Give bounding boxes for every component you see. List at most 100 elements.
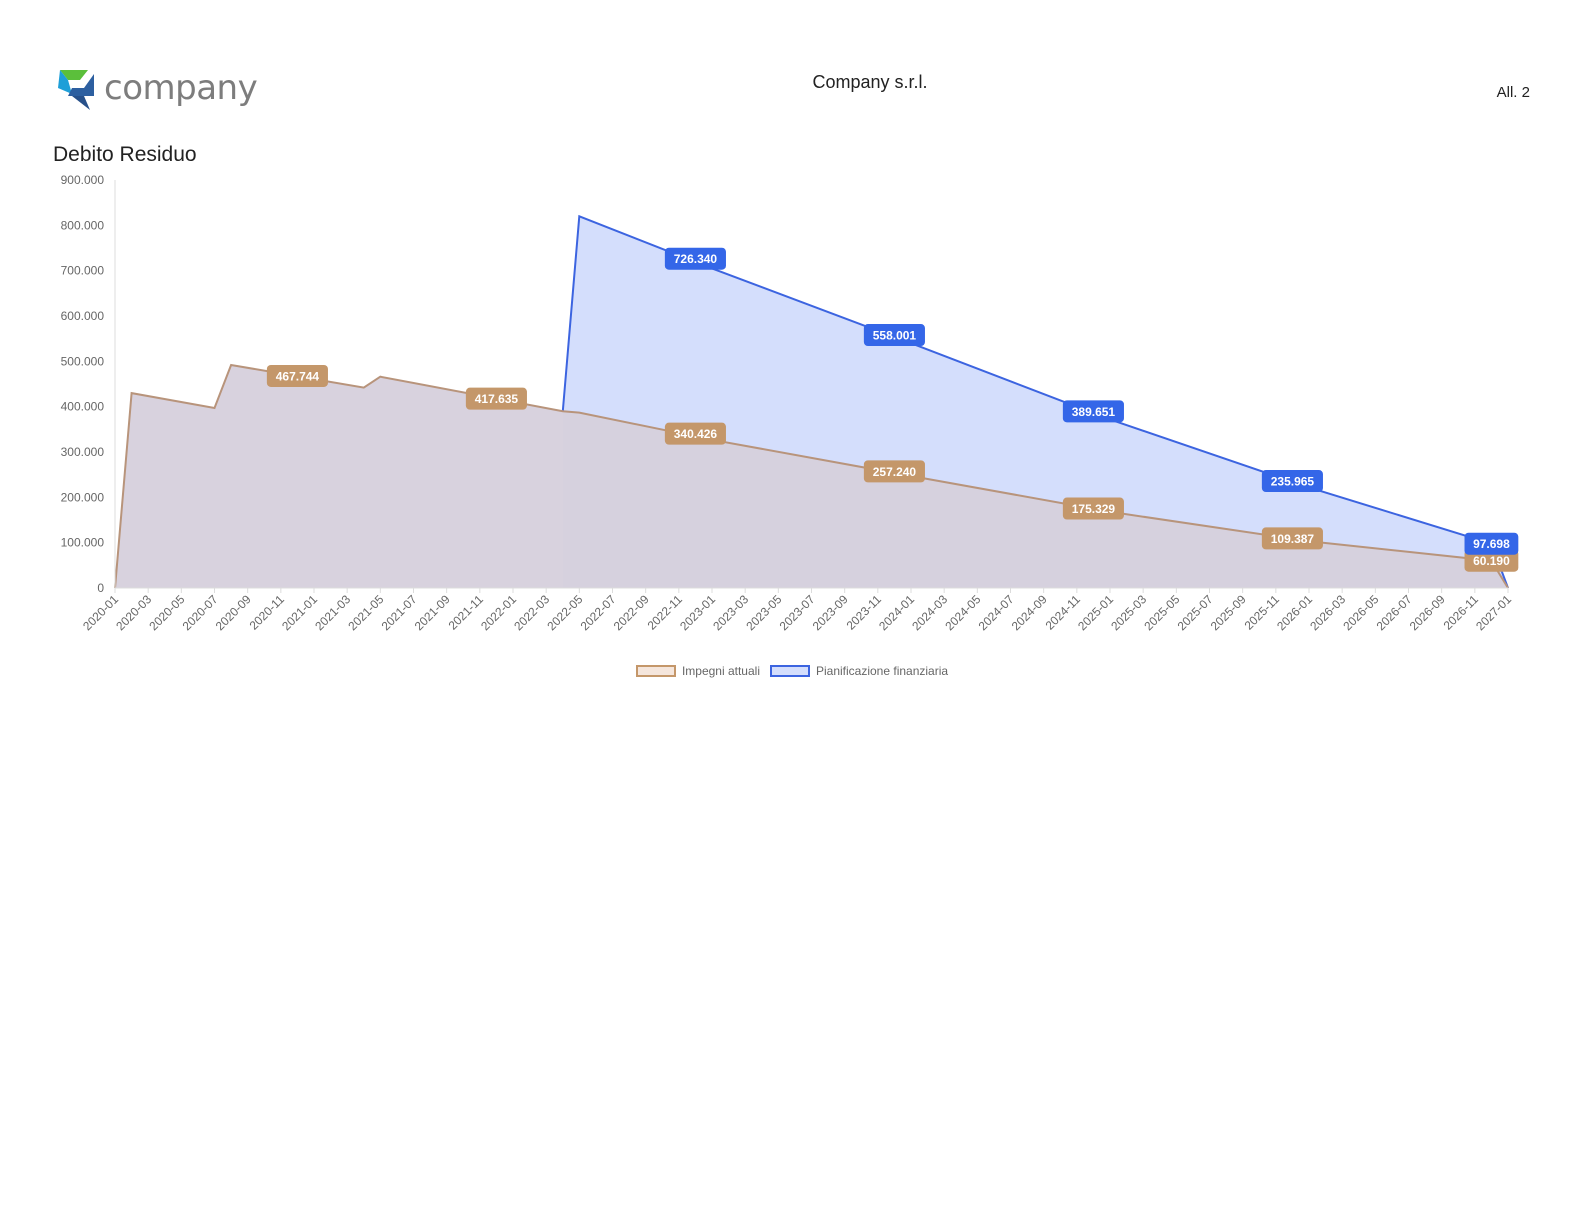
x-tick-label: 2026-01 [1274,592,1315,633]
x-tick-label: 2024-07 [976,592,1017,633]
data-label-text: 389.651 [1072,405,1116,419]
data-label-pianificazione: 389.651 [1062,400,1124,423]
data-label-box [1261,527,1323,550]
x-tick-label: 2025-01 [1075,592,1116,633]
data-label-impegni: 467.744 [266,364,328,387]
data-label-box [1062,497,1124,520]
legend-swatch-impegni [635,665,676,677]
x-tick-label: 2023-05 [743,592,784,633]
page-header: company Company s.r.l. All. 2 [0,0,1584,130]
x-tick-label: 2020-01 [80,592,121,633]
legend-swatch-pianificazione [769,665,810,677]
x-tick-label: 2021-05 [345,592,386,633]
data-label-box [1464,549,1519,572]
x-tick-label: 2025-09 [1208,592,1249,633]
x-tick-label: 2022-05 [544,592,585,633]
data-label-text: 467.744 [276,369,320,383]
series-area-impegni [115,365,1508,588]
logo-text: company [104,68,258,108]
x-tick-label: 2027-01 [1473,592,1514,633]
data-label-pianificazione: 726.340 [664,247,726,270]
data-label-box [863,460,925,483]
x-tick-label: 2021-07 [379,592,420,633]
company-logo: company [54,66,258,110]
x-tick-label: 2020-05 [146,592,187,633]
data-label-impegni: 340.426 [664,422,726,445]
data-label-box [266,364,328,387]
legend-item-impegni[interactable]: Impegni attuali [635,664,760,678]
x-tick-label: 2025-05 [1141,592,1182,633]
data-label-text: 726.340 [674,252,718,266]
x-tick-label: 2020-09 [213,592,254,633]
x-tick-label: 2021-09 [412,592,453,633]
series-layer [114,214,1509,589]
x-tick-label: 2023-07 [777,592,818,633]
x-tick-label: 2022-01 [478,592,519,633]
x-tick-label: 2024-03 [909,592,950,633]
y-tick-label: 700.000 [61,264,105,278]
x-tick-label: 2022-07 [578,592,619,633]
data-label-box [1261,470,1323,493]
data-label-box [465,387,527,410]
x-tick-label: 2026-05 [1340,592,1381,633]
data-label-text: 175.329 [1072,502,1116,516]
data-label-impegni: 109.387 [1261,527,1323,550]
y-tick-label: 900.000 [61,173,105,187]
x-tick-label: 2023-03 [710,592,751,633]
y-tick-label: 0 [97,581,104,595]
y-tick-label: 400.000 [61,400,105,414]
attachment-label: All. 2 [1496,84,1530,101]
y-tick-label: 500.000 [61,354,105,368]
x-tick-label: 2023-09 [810,592,851,633]
x-tick-label: 2026-03 [1307,592,1348,633]
data-label-pianificazione: 235.965 [1261,470,1323,493]
y-tick-label: 800.000 [61,218,105,232]
series-line-pianificazione [561,214,1509,589]
x-tick-label: 2025-03 [1108,592,1149,633]
x-tick-label: 2020-07 [180,592,221,633]
logo-mark-shadow [72,96,90,110]
data-label-impegni: 257.240 [863,460,925,483]
company-logo-icon [58,70,94,110]
data-label-impegni: 60.190 [1464,549,1519,572]
logo-mark-blue [58,70,72,94]
data-label-box [1464,532,1519,555]
x-tick-label: 2021-01 [279,592,320,633]
data-label-pianificazione: 558.001 [863,324,925,347]
x-tick-label: 2021-03 [312,592,353,633]
data-label-box [664,247,726,270]
data-label-layer: 467.744 417.635 340.426 257.240 175.329 109.3… [266,247,1519,572]
legend-label-pianificazione: Pianificazione finanziaria [815,664,949,678]
data-label-text: 558.001 [873,329,917,343]
chart-title: Debito Residuo [53,143,197,166]
data-label-text: 417.635 [475,392,519,406]
logo-mark-green [60,70,88,80]
data-label-text: 235.965 [1271,475,1315,489]
data-label-box [664,422,726,445]
x-tick-label: 2026-09 [1407,592,1448,633]
data-label-box [863,324,925,347]
y-tick-label: 200.000 [61,490,105,504]
data-label-text: 340.426 [674,427,718,441]
data-label-box [1062,400,1124,423]
y-tick-label: 300.000 [61,445,105,459]
data-label-impegni: 175.329 [1062,497,1124,520]
x-tick-label: 2024-09 [1009,592,1050,633]
company-name: Company s.r.l. [812,72,928,92]
x-tick-label: 2026-07 [1374,592,1415,633]
x-tick-label: 2022-03 [511,592,552,633]
x-tick-label: 2022-09 [611,592,652,633]
x-tick-label: 2024-01 [876,592,917,633]
y-tick-label: 100.000 [61,536,105,550]
logo-mark-dark [68,74,94,96]
data-label-text: 60.190 [1473,554,1510,568]
legend-label-impegni: Impegni attuali [681,664,760,678]
chart-legend: Impegni attuali Pianificazione finanziar… [0,664,1584,678]
debt-chart: 0 100.000 200.000 300.000 400.000 500.000 600.… [61,173,1519,633]
data-label-pianificazione: 97.698 [1464,532,1519,555]
x-tick-label: 2024-05 [942,592,983,633]
data-label-impegni: 417.635 [465,387,527,410]
legend-item-pianificazione[interactable]: Pianificazione finanziaria [769,664,949,678]
x-tick-label: 2023-01 [677,592,718,633]
x-tick-label: 2025-07 [1175,592,1216,633]
